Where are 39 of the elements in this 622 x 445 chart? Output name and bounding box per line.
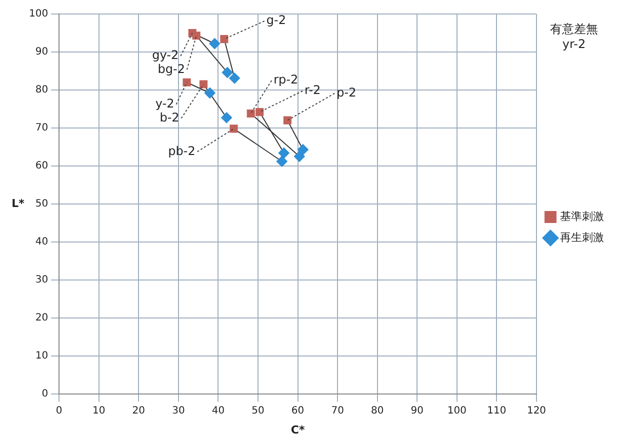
y-tick-label: 50: [35, 198, 48, 210]
x-tick-label: 40: [212, 405, 225, 416]
y-tick-label: 60: [35, 160, 48, 172]
annotation: rp-2: [274, 72, 298, 87]
legend-label: 再生刺激: [560, 230, 604, 244]
x-tick-label: 120: [526, 405, 546, 416]
annotation: bg-2: [158, 62, 185, 76]
y-tick-label: 100: [28, 8, 48, 20]
y-tick-label: 30: [35, 274, 48, 286]
y-tick-label: 40: [35, 236, 48, 248]
y-tick-label: 80: [35, 84, 48, 96]
y-tick-label: 0: [42, 388, 48, 400]
x-tick-label: 50: [252, 405, 264, 416]
x-tick-label: 20: [132, 405, 146, 416]
x-tick-label: 0: [56, 405, 62, 416]
x-tick-label: 80: [370, 405, 384, 416]
x-tick-label: 100: [447, 405, 466, 416]
x-tick-label: 10: [92, 405, 106, 416]
y-tick-label: 90: [35, 46, 48, 58]
text: yr-2: [562, 37, 586, 52]
x-tick-label: 110: [487, 405, 506, 416]
y-tick-label: 20: [35, 312, 48, 324]
x-tick-label: 70: [331, 405, 344, 416]
x-tick-label: 30: [172, 405, 185, 416]
annotation: gy-2: [152, 48, 179, 62]
annotation: g-2: [266, 13, 286, 28]
annotation: y-2: [155, 96, 174, 110]
x-axis-title: C*: [290, 423, 305, 436]
annotation: pb-2: [168, 144, 196, 158]
x-tick-label: 60: [291, 405, 304, 416]
y-tick-label: 10: [35, 350, 48, 362]
annotation: r-2: [304, 83, 321, 98]
y-axis-title: L*: [12, 196, 25, 210]
annotation: b-2: [160, 110, 180, 124]
annotation: p-2: [336, 85, 356, 100]
text: 有意差無: [550, 22, 598, 36]
legend-label: 基準刺激: [560, 210, 604, 223]
x-tick-label: 90: [410, 405, 424, 416]
y-tick-label: 70: [35, 122, 48, 134]
